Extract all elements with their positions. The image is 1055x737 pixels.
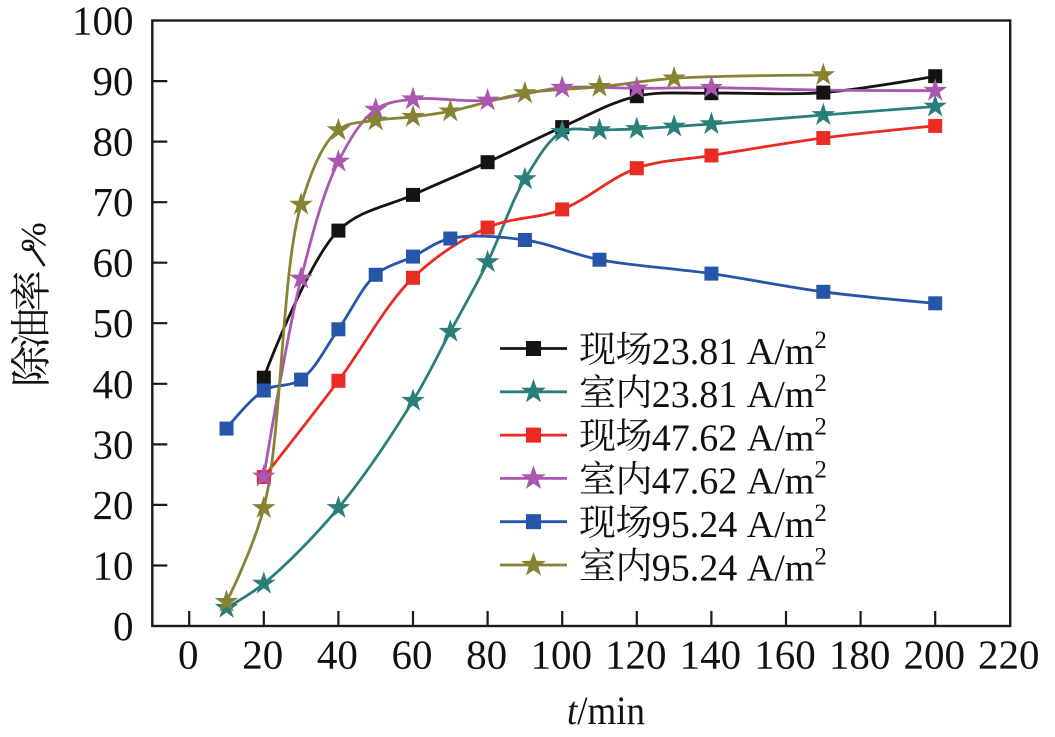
svg-text:0: 0 [178, 632, 199, 678]
svg-text:23.81 A/m: 23.81 A/m [652, 374, 815, 416]
svg-text:20: 20 [242, 632, 283, 678]
svg-text:95.24 A/m: 95.24 A/m [652, 504, 815, 546]
svg-text:220: 220 [978, 632, 1040, 678]
svg-text:100: 100 [530, 632, 592, 678]
svg-text:180: 180 [829, 632, 891, 678]
svg-text:200: 200 [903, 632, 965, 678]
svg-text:2: 2 [814, 327, 827, 354]
svg-text:90: 90 [93, 58, 134, 104]
svg-text:140: 140 [680, 632, 742, 678]
svg-text:2: 2 [814, 543, 827, 570]
svg-text:80: 80 [93, 119, 134, 165]
svg-text:2: 2 [814, 500, 827, 527]
svg-text:80: 80 [466, 632, 507, 678]
svg-text:60: 60 [392, 632, 433, 678]
svg-text:47.62 A/m: 47.62 A/m [652, 461, 815, 503]
svg-text:10: 10 [93, 543, 134, 589]
svg-text:2: 2 [814, 370, 827, 397]
svg-text:47.62 A/m: 47.62 A/m [652, 417, 815, 459]
svg-text:%: % [14, 222, 54, 252]
svg-text:40: 40 [93, 361, 134, 407]
svg-text:70: 70 [93, 179, 134, 225]
svg-text:2: 2 [814, 457, 827, 484]
svg-text:160: 160 [754, 632, 816, 678]
svg-text:50: 50 [93, 300, 134, 346]
svg-text:95.24 A/m: 95.24 A/m [652, 547, 815, 589]
svg-text:20: 20 [93, 482, 134, 528]
svg-text:60: 60 [93, 240, 134, 286]
svg-text:120: 120 [605, 632, 667, 678]
svg-text:30: 30 [93, 421, 134, 467]
svg-text:40: 40 [317, 632, 358, 678]
svg-text:0: 0 [113, 603, 134, 649]
svg-text:23.81 A/m: 23.81 A/m [652, 331, 815, 373]
svg-text:t/min: t/min [567, 688, 645, 732]
svg-text:2: 2 [814, 413, 827, 440]
svg-text:100: 100 [72, 0, 134, 44]
